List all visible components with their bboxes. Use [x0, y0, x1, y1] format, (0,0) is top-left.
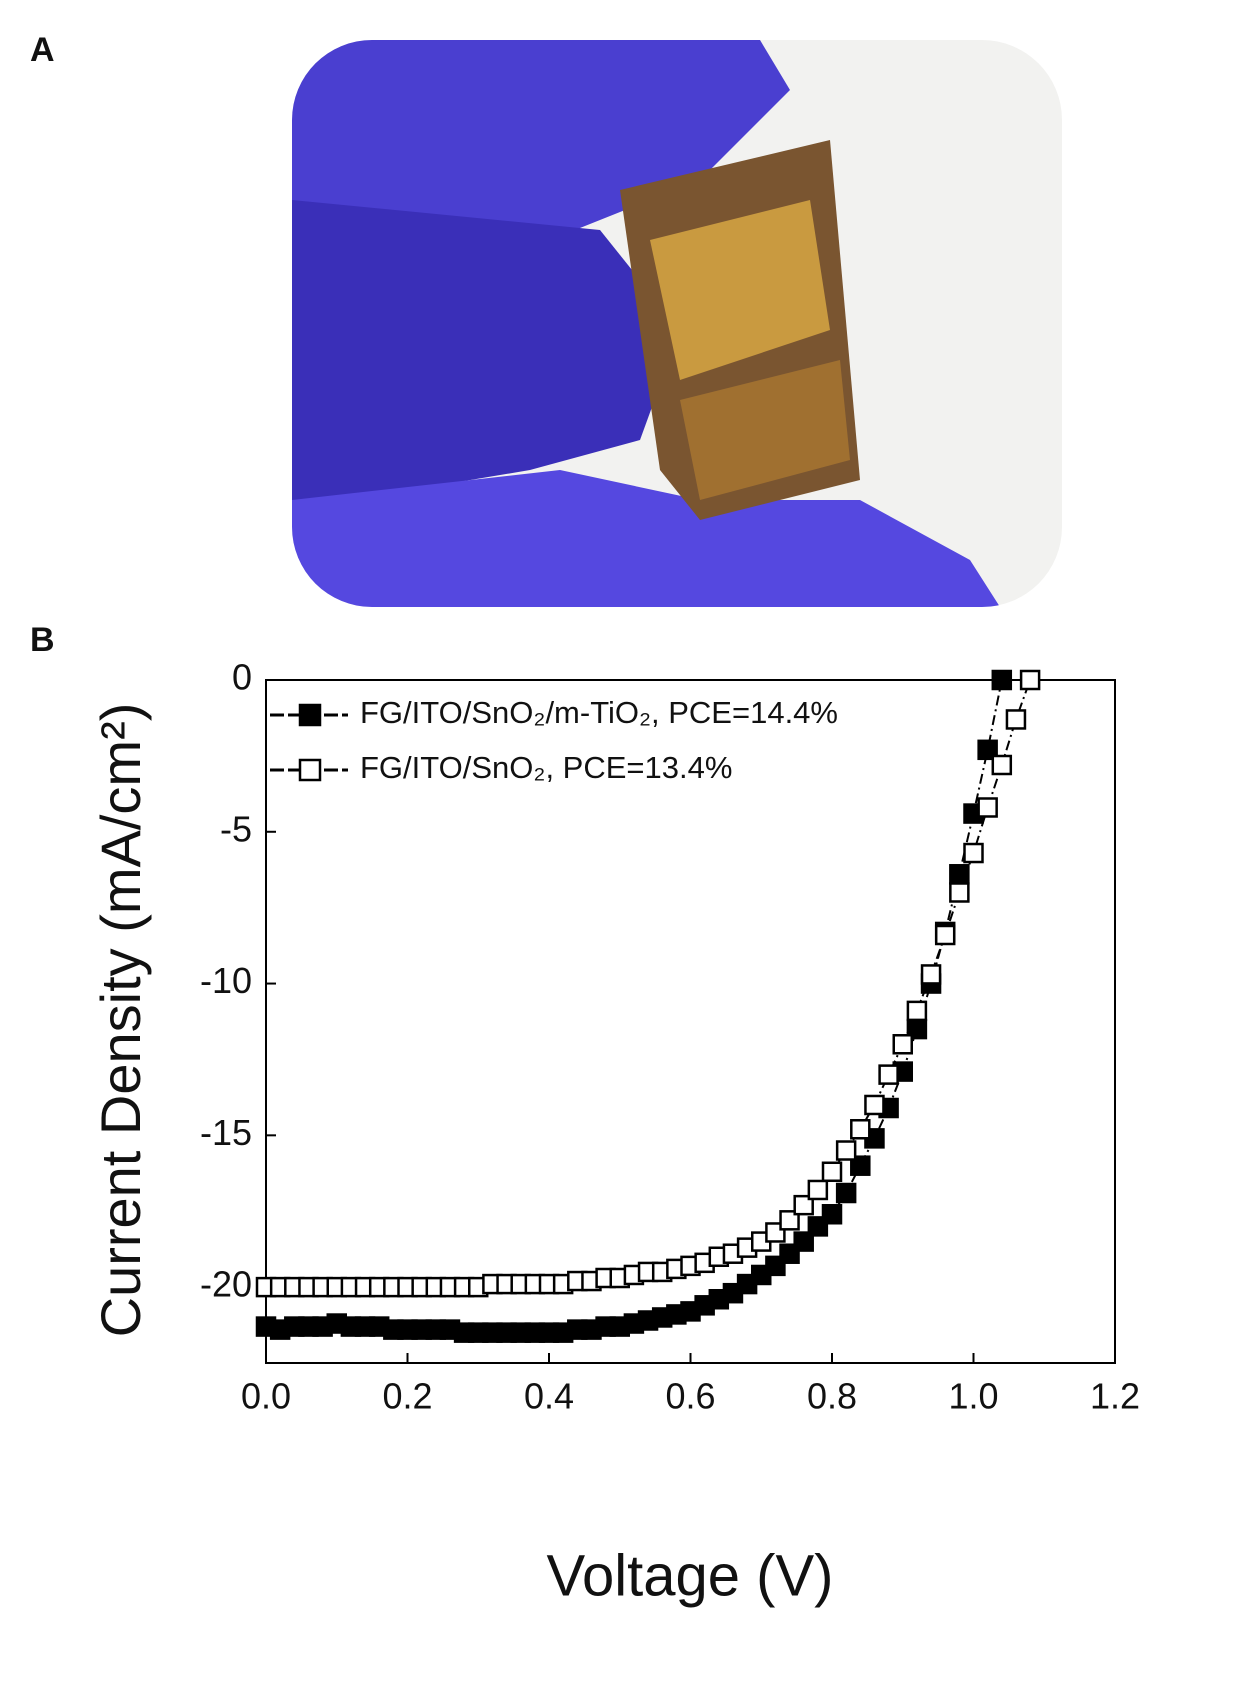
legend-marker: [298, 703, 322, 727]
marker: [892, 1034, 913, 1055]
legend-marker: [298, 758, 322, 782]
marker: [949, 882, 970, 903]
marker: [864, 1094, 885, 1116]
y-tick-label: 0: [232, 657, 252, 698]
marker: [807, 1179, 829, 1201]
marker: [821, 1161, 843, 1183]
marker: [835, 1140, 857, 1161]
marker: [977, 739, 998, 761]
marker: [991, 669, 1013, 691]
y-tick-label: -15: [200, 1112, 252, 1153]
x-tick-label: 1.0: [948, 1376, 998, 1417]
marker: [835, 1182, 857, 1204]
x-tick-label: 0.0: [241, 1376, 291, 1417]
marker: [779, 1210, 800, 1231]
x-tick-label: 1.2: [1090, 1376, 1140, 1417]
y-axis-title: Current Density (mA/cm²): [89, 703, 152, 1338]
marker: [850, 1155, 871, 1176]
legend-label: FG/ITO/SnO₂/m-TiO₂, PCE=14.4%: [360, 695, 838, 730]
x-tick-label: 0.6: [665, 1376, 715, 1417]
y-tick-label: -10: [200, 960, 252, 1001]
x-tick-label: 0.4: [524, 1376, 574, 1417]
y-tick-label: -5: [220, 808, 252, 849]
marker: [934, 924, 956, 946]
marker: [821, 1204, 843, 1225]
marker: [963, 842, 984, 864]
marker: [1005, 709, 1027, 730]
marker: [793, 1194, 814, 1216]
marker: [850, 1119, 871, 1140]
marker: [878, 1064, 899, 1085]
x-tick-label: 0.8: [807, 1376, 857, 1417]
x-axis-title: Voltage (V): [547, 1543, 834, 1608]
marker: [906, 1000, 928, 1022]
photo: [292, 40, 1062, 607]
y-tick-label: -20: [200, 1264, 252, 1305]
marker: [920, 964, 942, 985]
marker: [977, 797, 998, 818]
panel-label: B: [30, 621, 55, 659]
legend-label: FG/ITO/SnO₂, PCE=13.4%: [360, 750, 732, 785]
marker: [793, 1231, 814, 1252]
marker: [991, 754, 1013, 776]
marker: [1019, 669, 1041, 691]
panel-label: A: [30, 31, 55, 69]
x-tick-label: 0.2: [382, 1376, 432, 1417]
